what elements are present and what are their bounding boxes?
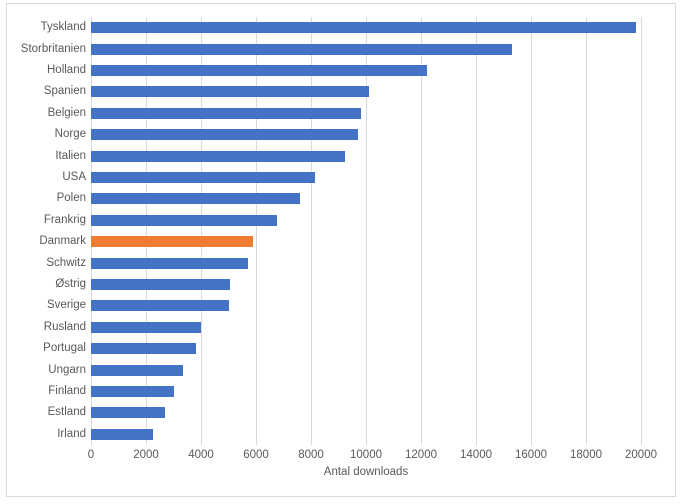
category-label-holland: Holland xyxy=(47,64,86,76)
category-label-danmark: Danmark xyxy=(39,235,86,248)
gridline-16000 xyxy=(531,17,532,445)
category-label-ungarn: Ungarn xyxy=(48,363,86,376)
category-label-italien: Italien xyxy=(55,149,86,162)
category-label-finland: Finland xyxy=(48,385,86,397)
x-tick-label-10000: 10000 xyxy=(350,449,382,461)
bar-portugal[interactable] xyxy=(91,343,196,355)
bar-spanien[interactable] xyxy=(91,86,369,98)
x-tick-label-8000: 8000 xyxy=(298,449,324,461)
gridline-20000 xyxy=(641,17,642,445)
gridline-12000 xyxy=(421,17,422,445)
x-tick-label-0: 0 xyxy=(87,449,95,461)
category-label-belgien: Belgien xyxy=(47,106,86,119)
x-tick-label-16000: 16000 xyxy=(515,449,547,461)
category-label-tyskland: Tyskland xyxy=(40,21,86,34)
category-label-irland: Irland xyxy=(57,427,86,440)
x-tick-label-4000: 4000 xyxy=(188,449,214,461)
category-label-østrig: Østrig xyxy=(55,278,86,290)
x-tick-label-6000: 6000 xyxy=(243,449,269,461)
bar-usa[interactable] xyxy=(91,172,316,183)
gridline-14000 xyxy=(476,17,477,445)
bar-finland[interactable] xyxy=(91,386,174,397)
bar-polen[interactable] xyxy=(91,193,300,205)
bar-italien[interactable] xyxy=(91,150,346,162)
category-label-frankrig: Frankrig xyxy=(43,213,86,226)
category-label-rusland: Rusland xyxy=(43,320,86,333)
x-tick-label-18000: 18000 xyxy=(570,449,602,461)
bar-storbritanien[interactable] xyxy=(91,43,512,55)
gridline-18000 xyxy=(586,17,587,445)
category-label-sverige: Sverige xyxy=(47,299,86,312)
gridline-4000 xyxy=(201,17,202,445)
category-label-spanien: Spanien xyxy=(43,85,86,98)
gridline-10000 xyxy=(366,17,367,445)
gridline-8000 xyxy=(311,17,312,445)
gridline-0 xyxy=(91,17,92,445)
gridline-6000 xyxy=(256,17,257,445)
category-label-usa: USA xyxy=(62,171,86,183)
bar-danmark[interactable] xyxy=(91,236,254,248)
bar-schwitz[interactable] xyxy=(91,257,248,269)
category-label-portugal: Portugal xyxy=(43,342,86,355)
category-label-estland: Estland xyxy=(47,406,86,419)
bar-irland[interactable] xyxy=(91,428,153,440)
bar-rusland[interactable] xyxy=(91,321,201,333)
bar-estland[interactable] xyxy=(91,407,166,419)
x-tick-label-20000: 20000 xyxy=(625,449,657,461)
bar-holland[interactable] xyxy=(91,65,427,76)
category-label-norge: Norge xyxy=(54,128,86,141)
x-tick-label-2000: 2000 xyxy=(133,449,159,461)
category-label-polen: Polen xyxy=(56,192,86,205)
bar-østrig[interactable] xyxy=(91,279,230,290)
x-tick-label-12000: 12000 xyxy=(405,449,437,461)
x-tick-label-14000: 14000 xyxy=(460,449,492,461)
bar-tyskland[interactable] xyxy=(91,22,636,34)
x-axis-title: Antal downloads xyxy=(323,466,409,478)
bar-belgien[interactable] xyxy=(91,107,361,119)
bar-frankrig[interactable] xyxy=(91,214,277,226)
category-label-schwitz: Schwitz xyxy=(46,256,86,269)
category-label-storbritanien: Storbritanien xyxy=(20,42,86,55)
bar-norge[interactable] xyxy=(91,129,358,141)
chart-border xyxy=(6,3,676,497)
bar-ungarn[interactable] xyxy=(91,364,184,376)
bar-sverige[interactable] xyxy=(91,300,229,312)
gridline-2000 xyxy=(146,17,147,445)
